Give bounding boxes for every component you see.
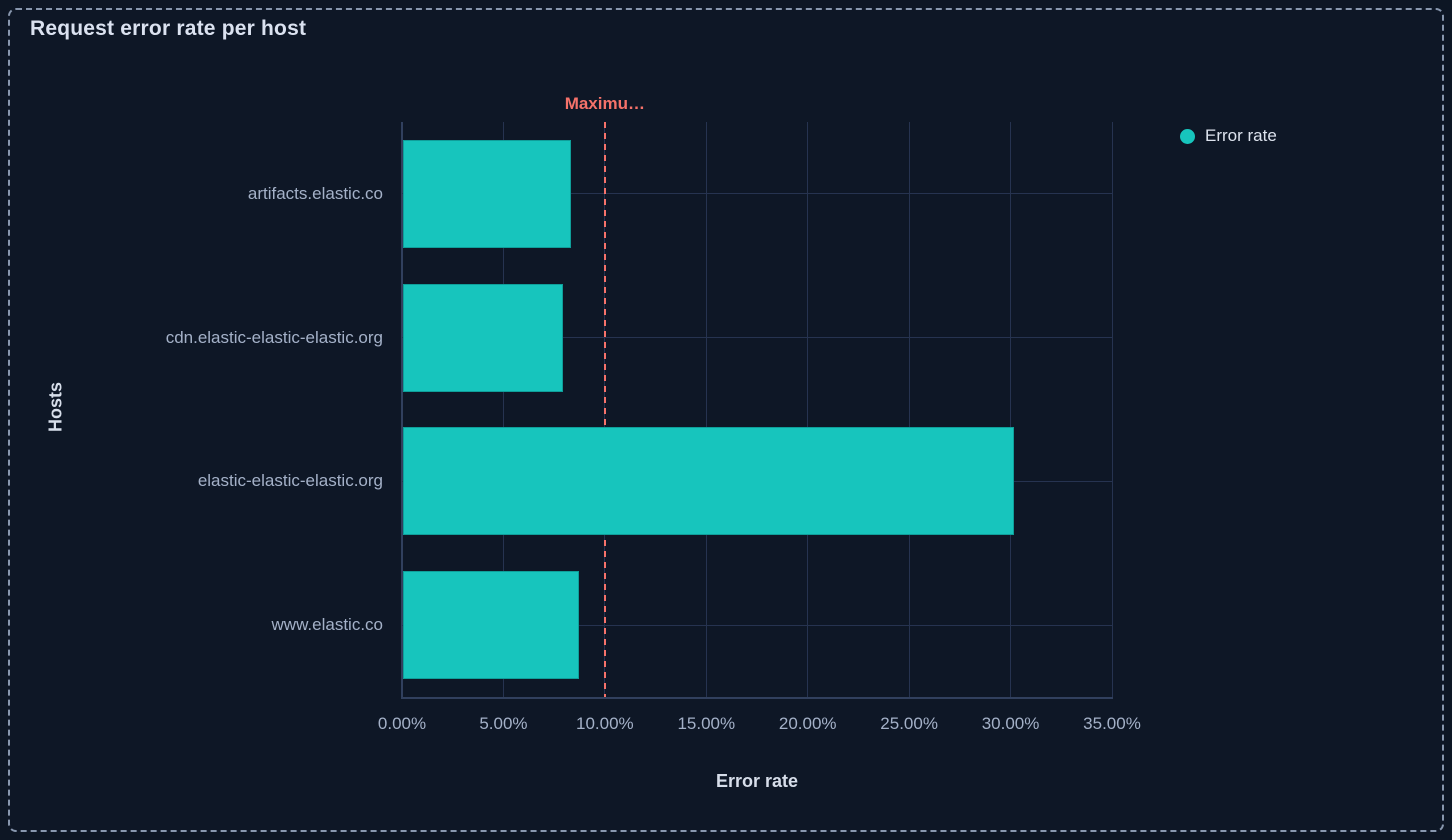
chart-title: Request error rate per host [30,17,307,40]
dashboard-panel[interactable] [8,8,1444,832]
x-axis-tick-label: 10.00% [576,714,634,733]
legend-item-label: Error rate [1205,126,1277,145]
y-axis-title: Hosts [45,381,66,433]
x-axis-tick-label: 25.00% [880,714,938,733]
vertical-gridline [705,122,707,697]
y-axis-label: elastic-elastic-elastic.org [197,471,383,491]
x-axis-tick-label: 5.00% [479,714,528,733]
vertical-gridline [1111,122,1113,697]
vertical-gridline [502,122,504,697]
legend-item-error-rate[interactable]: Error rate [1180,126,1277,146]
y-axis-label: cdn.elastic-elastic-elastic.org [165,327,383,347]
horizontal-gridline [402,193,1112,195]
x-axis-tick-label: 0.00% [377,714,427,733]
x-axis-title: Error rate [715,771,799,791]
y-axis-line [401,122,403,699]
x-axis-tick-label: 20.00% [778,714,837,733]
legend-color-dot-icon [1180,128,1195,144]
horizontal-gridline [402,624,1112,626]
annotation-label[interactable]: Maximu… [564,94,645,113]
bar[interactable] [403,571,579,679]
vertical-gridline [908,122,910,697]
bar[interactable] [403,284,563,392]
horizontal-gridline [402,337,1112,339]
y-axis-label: www.elastic.co [271,615,383,635]
x-axis-tick-label: 15.00% [677,714,736,733]
vertical-gridline [807,122,809,697]
x-axis-tick-label: 30.00% [981,714,1040,733]
x-axis-line [401,697,1113,699]
y-axis-label: artifacts.elastic.co [247,183,383,203]
vertical-gridline [1010,122,1012,697]
bar[interactable] [403,140,571,248]
annotation-threshold-line [603,122,606,697]
bar[interactable] [403,427,1014,535]
x-axis-tick-label: 35.00% [1083,714,1141,733]
